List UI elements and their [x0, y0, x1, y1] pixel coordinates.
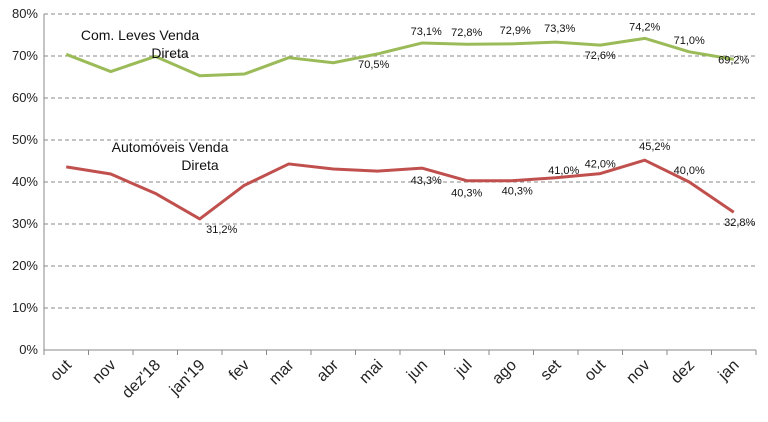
series-lines	[65, 36, 735, 221]
y-tick-label: 70%	[12, 48, 38, 63]
x-tick-label: jul	[452, 357, 476, 381]
y-tick-label: 50%	[12, 132, 38, 147]
gridlines	[43, 13, 756, 351]
x-tick-label: jan'19	[166, 357, 209, 400]
y-tick-label: 80%	[12, 6, 38, 21]
x-tick-label: nov	[623, 357, 653, 387]
y-tick-label: 10%	[12, 300, 38, 315]
data-label: 73,3%	[544, 23, 575, 35]
data-label: 45,2%	[639, 141, 670, 153]
data-label: 69,2%	[718, 54, 749, 66]
series-name: Direta	[151, 45, 189, 61]
x-tick-label: jun	[403, 357, 431, 385]
data-label: 31,2%	[206, 224, 237, 236]
data-label: 71,0%	[674, 35, 705, 47]
data-label: 32,8%	[724, 217, 755, 229]
series-names: Com. Leves Venda Direta Automóveis Venda Di…	[81, 27, 229, 173]
series-name: Automóveis Venda	[112, 139, 229, 155]
y-tick-label: 0%	[19, 342, 38, 357]
x-tick-label: mar	[266, 356, 298, 388]
series-name: Com. Leves Venda	[81, 27, 200, 43]
data-labels: 70,5% 73,1% 72,8% 72,9% 73,3% 72,6% 74,2% 71,0%…	[206, 21, 755, 236]
series-line	[66, 158, 735, 221]
data-label: 72,8%	[451, 27, 482, 39]
data-label: 74,2%	[629, 21, 660, 33]
data-label: 70,5%	[358, 59, 389, 71]
data-label: 73,1%	[411, 26, 442, 38]
x-tick-label: set	[537, 356, 565, 384]
x-tick-label: jan	[715, 357, 743, 385]
data-label: 43,3%	[411, 175, 442, 187]
y-tick-label: 40%	[12, 174, 38, 189]
x-axis-ticks: out nov dez'18 jan'19 fev mar abr mai jun jul ago s…	[43, 350, 757, 402]
x-tick-label: ago	[489, 357, 520, 388]
x-tick-label: out	[47, 356, 75, 384]
data-label: 40,3%	[451, 188, 482, 200]
y-axis-ticks: 0% 10% 20% 30% 40% 50% 60% 70% 80%	[12, 6, 38, 357]
data-label: 40,3%	[502, 186, 533, 198]
data-label: 41,0%	[548, 165, 579, 177]
x-tick-label: abr	[314, 356, 343, 385]
x-tick-label: dez	[668, 357, 698, 387]
x-tick-label: fev	[226, 357, 253, 384]
y-tick-label: 30%	[12, 216, 38, 231]
y-tick-label: 20%	[12, 258, 38, 273]
series-name: Direta	[181, 157, 219, 173]
x-tick-label: nov	[89, 357, 119, 387]
data-label: 72,9%	[500, 25, 531, 37]
series-line	[65, 36, 735, 78]
x-tick-label: out	[581, 356, 609, 384]
data-label: 42,0%	[585, 159, 616, 171]
y-tick-label: 60%	[12, 90, 38, 105]
data-label: 40,0%	[674, 165, 705, 177]
data-label: 72,6%	[585, 50, 616, 62]
x-tick-label: dez'18	[119, 357, 164, 402]
x-tick-label: mai	[356, 357, 386, 387]
